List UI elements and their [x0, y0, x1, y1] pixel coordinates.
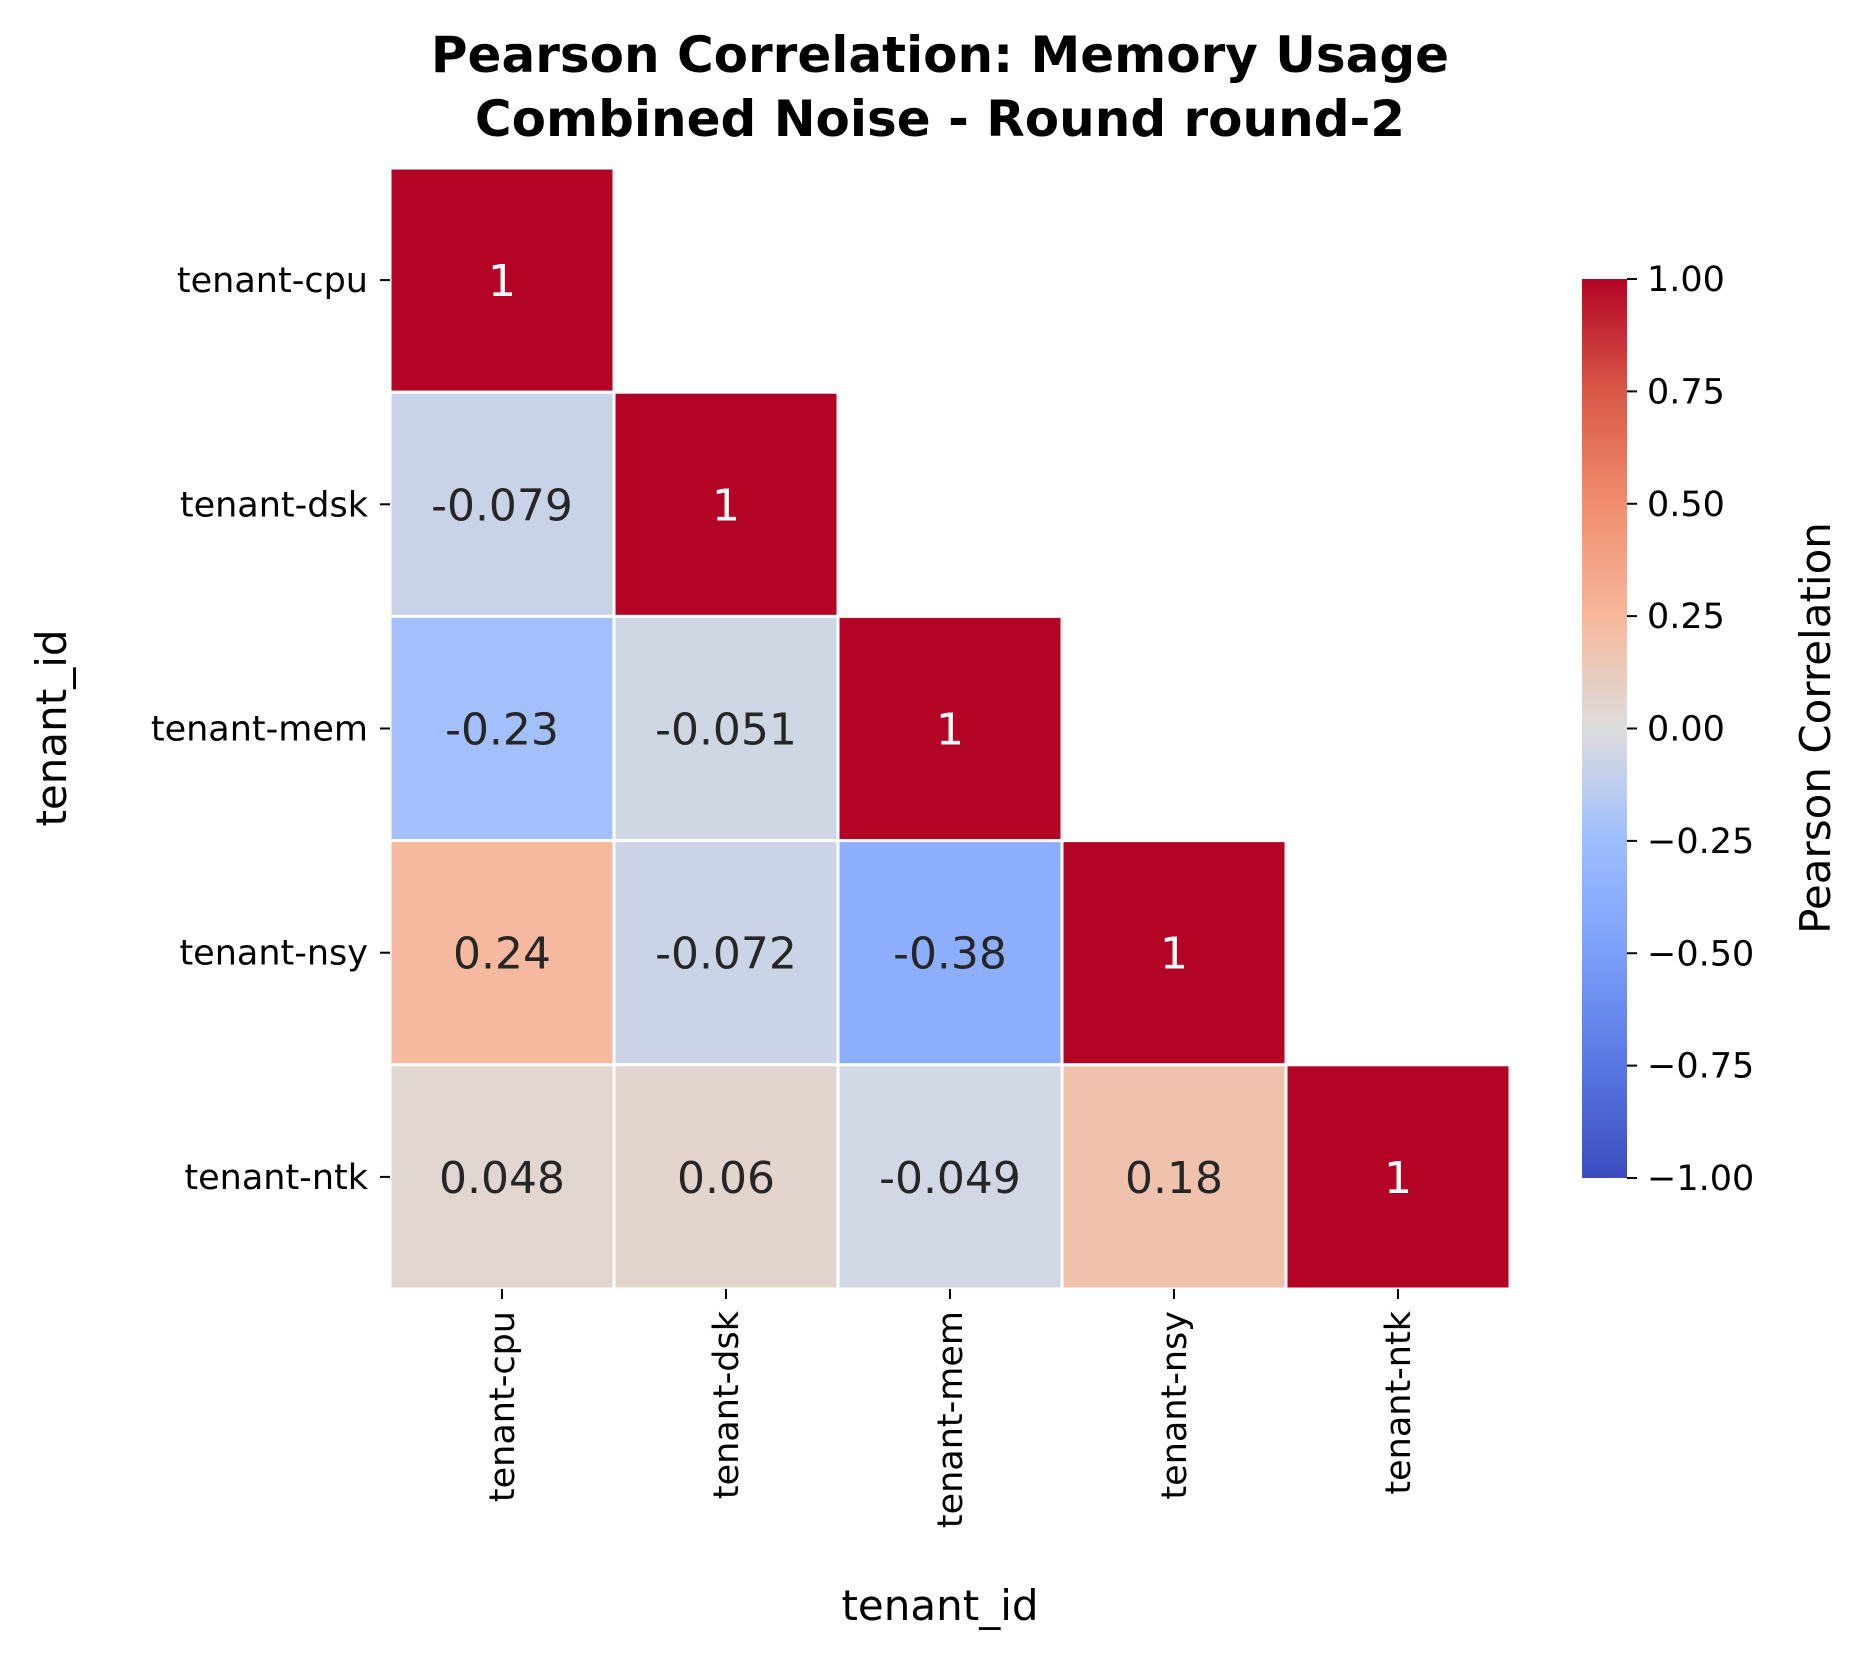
heatmap-cell-tenant-cpu-tenant-cpu: [388, 166, 616, 394]
colorbar-label: Pearson Correlation: [1791, 522, 1840, 934]
cell-value-label: 1: [1384, 1153, 1412, 1204]
x-tick-label: tenant-ntk: [1379, 1310, 1419, 1494]
heatmap-cell-tenant-mem-tenant-mem: [836, 614, 1064, 843]
cell-value-label: 0.06: [677, 1153, 775, 1204]
colorbar-tick-label: 0.50: [1647, 485, 1725, 525]
heatmap-cell-tenant-ntk-tenant-nsy: [1060, 1063, 1288, 1291]
cell-value-label: 0.048: [439, 1153, 565, 1204]
colorbar-tick-label: −0.50: [1647, 934, 1754, 974]
y-tick-label: tenant-dsk: [180, 485, 369, 525]
cell-value-label: 0.24: [453, 929, 551, 980]
x-tick-label: tenant-nsy: [1155, 1311, 1195, 1500]
y-axis-ticks: tenant-cpu tenant-dsk tenant-mem tenant-nsy…: [151, 261, 390, 1198]
y-tick-label: tenant-cpu: [177, 261, 368, 301]
chart-title-line-1: Pearson Correlation: Memory Usage: [431, 26, 1449, 84]
cell-value-label: 1: [936, 705, 964, 756]
x-tick-label: tenant-dsk: [707, 1310, 747, 1499]
cell-value-label: 1: [1160, 929, 1188, 980]
colorbar: [1582, 279, 1627, 1178]
x-tick-label: tenant-mem: [931, 1311, 971, 1528]
y-tick-label: tenant-mem: [151, 710, 368, 750]
cell-value-label: -0.38: [893, 929, 1007, 980]
y-tick-label: tenant-nsy: [179, 934, 368, 974]
x-axis-ticks: tenant-cpu tenant-dsk tenant-mem tenant-nsy…: [483, 1289, 1419, 1528]
heatmap-cell-tenant-dsk-tenant-cpu: [388, 390, 616, 618]
cell-value-label: -0.079: [431, 480, 573, 531]
heatmap-cell-tenant-mem-tenant-cpu: [388, 614, 616, 843]
heatmap-cell-tenant-ntk-tenant-dsk: [612, 1063, 840, 1291]
colorbar-tick-label: 0.75: [1647, 372, 1725, 412]
cell-value-label: 1: [488, 256, 516, 307]
colorbar-tick-label: −1.00: [1647, 1159, 1754, 1199]
cell-value-label: 1: [712, 480, 740, 531]
x-axis-label: tenant_id: [841, 1581, 1038, 1630]
colorbar-tick-label: 0.00: [1647, 710, 1725, 750]
x-tick-label: tenant-cpu: [483, 1311, 523, 1502]
cell-value-label: -0.23: [445, 705, 559, 756]
colorbar-tick-label: 0.25: [1647, 597, 1725, 637]
colorbar-tick-label: −0.25: [1647, 822, 1754, 862]
cell-value-label: -0.072: [655, 929, 797, 980]
colorbar-ticks: 1.00 0.75 0.50 0.25 0.00 −0.25 −0.50 −0.75 −1.00: [1627, 260, 1754, 1199]
colorbar-tick-label: 1.00: [1647, 260, 1725, 300]
heatmap-cells: 1 -0.079 1 -0.23 -0.051 1 0.24 -0.072 -0.38 1 0.04…: [388, 166, 1512, 1291]
heatmap-cell-tenant-ntk-tenant-mem: [836, 1063, 1064, 1291]
heatmap-cell-tenant-nsy-tenant-dsk: [612, 839, 840, 1067]
cell-value-label: 0.18: [1125, 1153, 1223, 1204]
heatmap-cell-tenant-dsk-tenant-dsk: [612, 390, 840, 618]
colorbar-tick-label: −0.75: [1647, 1047, 1754, 1087]
cell-value-label: -0.051: [655, 705, 797, 756]
cell-value-label: -0.049: [879, 1153, 1021, 1204]
heatmap-cell-tenant-ntk-tenant-ntk: [1284, 1063, 1512, 1291]
y-tick-label: tenant-ntk: [184, 1158, 368, 1198]
heatmap-cell-tenant-nsy-tenant-nsy: [1060, 839, 1288, 1067]
chart-title-line-2: Combined Noise - Round round-2: [475, 90, 1405, 148]
heatmap-cell-tenant-mem-tenant-dsk: [612, 614, 840, 843]
y-axis-label: tenant_id: [27, 629, 76, 826]
